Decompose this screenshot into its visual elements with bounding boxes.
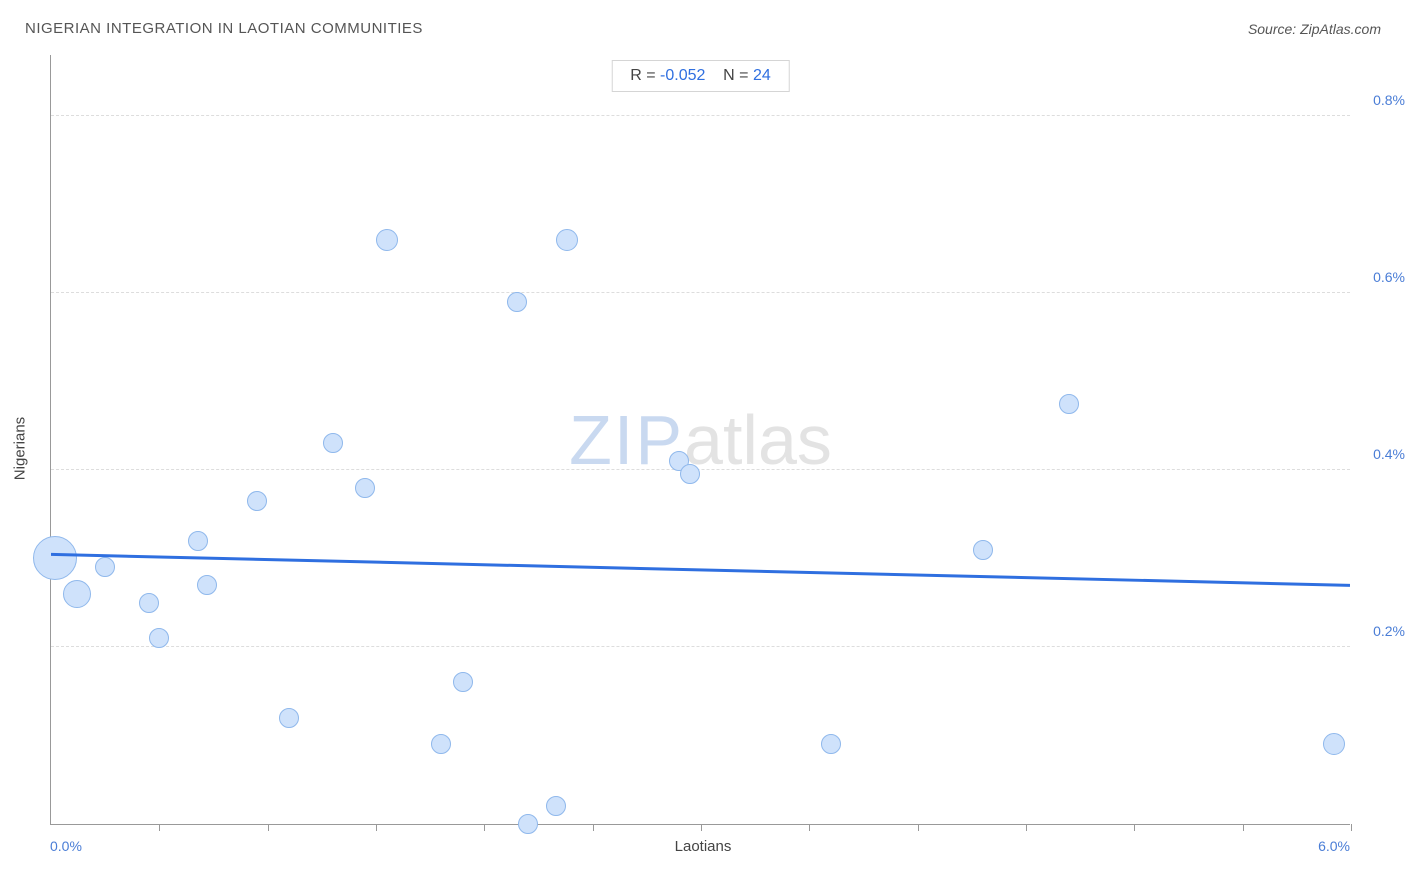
trendline [51, 554, 1350, 585]
scatter-point [139, 593, 159, 613]
scatter-point [973, 540, 993, 560]
scatter-point [546, 796, 566, 816]
gridline [51, 646, 1350, 647]
scatter-point [453, 672, 473, 692]
y-tick-label: 0.2% [1373, 623, 1405, 639]
x-axis-end-label: 6.0% [1318, 838, 1350, 854]
scatter-point [507, 292, 527, 312]
x-tick [1134, 824, 1135, 831]
x-tick [159, 824, 160, 831]
scatter-point [556, 229, 578, 251]
scatter-point [247, 491, 267, 511]
scatter-point [1323, 733, 1345, 755]
r-value: -0.052 [660, 67, 705, 84]
scatter-point [821, 734, 841, 754]
gridline [51, 469, 1350, 470]
watermark: ZIPatlas [569, 400, 832, 480]
x-tick [268, 824, 269, 831]
n-label: N = [723, 67, 753, 84]
x-tick [593, 824, 594, 831]
scatter-point [197, 575, 217, 595]
x-tick [701, 824, 702, 831]
y-tick-label: 0.8% [1373, 92, 1405, 108]
y-axis-label: Nigerians [12, 417, 29, 480]
scatter-point [149, 628, 169, 648]
scatter-point [95, 557, 115, 577]
scatter-point [376, 229, 398, 251]
trendline-svg [51, 55, 1350, 824]
x-axis-start-label: 0.0% [50, 838, 82, 854]
scatter-point [323, 433, 343, 453]
x-tick [1026, 824, 1027, 831]
scatter-point [63, 580, 91, 608]
scatter-point [279, 708, 299, 728]
watermark-zip: ZIP [569, 401, 684, 479]
scatter-point [431, 734, 451, 754]
n-value: 24 [753, 67, 771, 84]
x-axis-label: Laotians [675, 838, 732, 855]
header: NIGERIAN INTEGRATION IN LAOTIAN COMMUNIT… [25, 20, 1381, 37]
stats-box: R = -0.052 N = 24 [611, 60, 790, 92]
scatter-point [518, 814, 538, 834]
scatter-point [1059, 394, 1079, 414]
x-tick [918, 824, 919, 831]
scatter-point [188, 531, 208, 551]
gridline [51, 292, 1350, 293]
scatter-point [680, 464, 700, 484]
scatter-point [355, 478, 375, 498]
scatter-point [33, 536, 77, 580]
chart-title: NIGERIAN INTEGRATION IN LAOTIAN COMMUNIT… [25, 20, 423, 37]
x-tick [809, 824, 810, 831]
watermark-atlas: atlas [684, 401, 832, 479]
x-tick [376, 824, 377, 831]
x-tick [1351, 824, 1352, 831]
chart-plot-area: R = -0.052 N = 24 ZIPatlas 0.2%0.4%0.6%0… [50, 55, 1350, 825]
source-attribution: Source: ZipAtlas.com [1248, 21, 1381, 37]
y-tick-label: 0.4% [1373, 446, 1405, 462]
gridline [51, 115, 1350, 116]
y-tick-label: 0.6% [1373, 269, 1405, 285]
x-tick [484, 824, 485, 831]
x-tick [1243, 824, 1244, 831]
r-label: R = [630, 67, 660, 84]
